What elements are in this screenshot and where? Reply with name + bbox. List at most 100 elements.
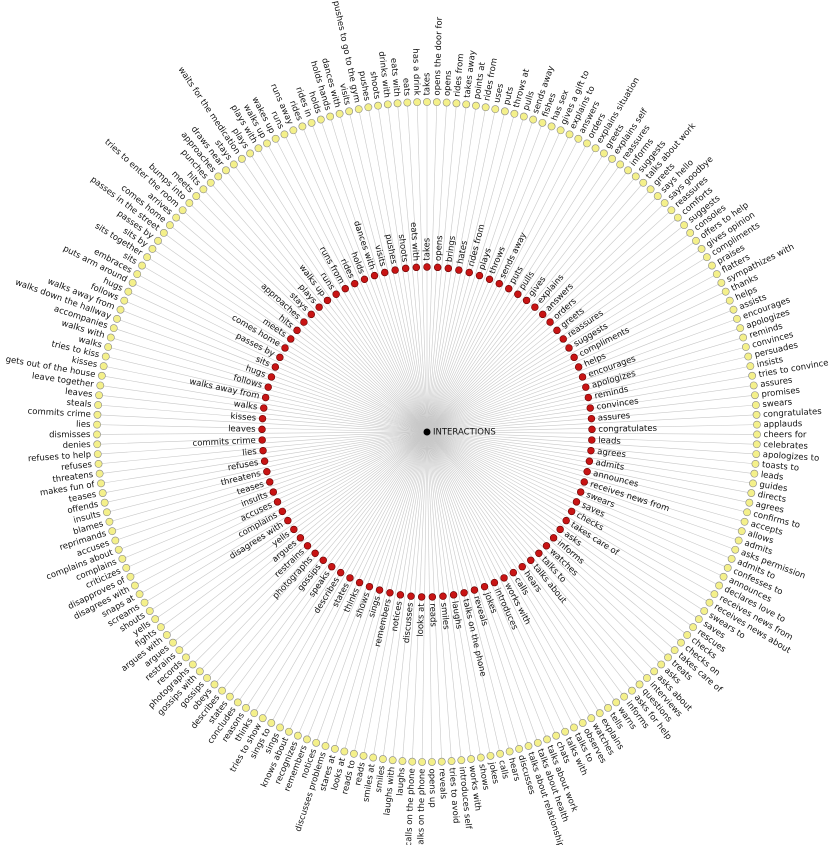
- outer-label: cheers for: [764, 430, 807, 440]
- inner-label: eats with: [408, 222, 420, 262]
- outer-label: puts: [502, 85, 516, 106]
- outer-node: [307, 118, 316, 127]
- outer-node: [753, 420, 761, 429]
- inner-node: [375, 586, 384, 594]
- outer-node: [734, 536, 743, 545]
- outer-node: [100, 498, 109, 507]
- outer-node: [491, 105, 500, 114]
- inner-node: [518, 563, 526, 571]
- outer-node: [99, 362, 108, 371]
- inner-label: lies: [242, 447, 258, 459]
- outer-node: [140, 598, 149, 607]
- inner-label: assures: [597, 411, 631, 424]
- outer-node: [608, 154, 617, 163]
- inner-node: [278, 507, 287, 516]
- inner-label: laughs: [449, 600, 464, 630]
- outer-node: [447, 757, 456, 765]
- outer-node: [175, 646, 184, 655]
- inner-node: [562, 516, 570, 525]
- inner-node: [311, 549, 319, 557]
- inner-node: [490, 578, 499, 587]
- outer-node: [388, 756, 397, 765]
- inner-node: [428, 593, 437, 601]
- inner-node: [259, 446, 267, 455]
- outer-node: [413, 98, 422, 107]
- outer-node: [159, 228, 168, 237]
- inner-node: [480, 582, 489, 591]
- edge: [109, 431, 428, 523]
- center-node: [423, 428, 431, 436]
- inner-node: [271, 363, 280, 371]
- outer-label: opens up: [427, 768, 438, 807]
- outer-node: [702, 253, 711, 262]
- inner-node: [407, 592, 415, 600]
- inner-node: [570, 353, 578, 362]
- edge: [426, 431, 757, 435]
- outer-label: reads: [353, 761, 367, 787]
- inner-node: [261, 393, 270, 402]
- outer-label: toasts to: [761, 460, 799, 474]
- outer-node: [359, 751, 368, 760]
- outer-node: [97, 479, 105, 488]
- edge: [279, 431, 428, 728]
- edge: [120, 309, 428, 433]
- outer-label: tries to avoid: [447, 767, 461, 824]
- inner-node: [495, 279, 503, 288]
- outer-label: leaves: [65, 387, 94, 400]
- outer-node: [749, 381, 758, 390]
- inner-label: agrees: [597, 447, 627, 460]
- edge: [426, 414, 757, 433]
- outer-label: applauds: [763, 419, 803, 430]
- inner-node: [465, 268, 473, 277]
- outer-node: [442, 98, 451, 107]
- edge: [426, 431, 609, 709]
- inner-node: [587, 414, 596, 423]
- outer-label: commits crime: [27, 407, 91, 420]
- outer-node: [538, 118, 547, 127]
- inner-label: leads: [598, 436, 622, 447]
- edge: [426, 431, 472, 760]
- edge: [179, 431, 428, 651]
- outer-node: [379, 755, 387, 763]
- outer-node: [686, 228, 695, 237]
- edge: [426, 431, 510, 752]
- outer-label: opens the door for: [433, 16, 445, 95]
- outer-label: reveals: [437, 768, 448, 800]
- outer-node: [95, 391, 103, 400]
- inner-node: [583, 467, 591, 476]
- outer-node: [312, 738, 321, 747]
- outer-node: [616, 160, 625, 169]
- edge: [146, 256, 428, 433]
- inner-node: [332, 290, 340, 298]
- inner-label: leaves: [228, 424, 256, 434]
- outer-label: jokes: [486, 760, 500, 785]
- inner-node: [267, 373, 276, 381]
- outer-node: [705, 598, 714, 607]
- outer-node: [472, 101, 480, 110]
- edge: [426, 202, 665, 433]
- inner-node: [260, 404, 268, 412]
- outer-node: [403, 98, 412, 107]
- outer-label: guides: [759, 480, 789, 494]
- outer-node: [583, 139, 591, 148]
- outer-node: [154, 236, 162, 245]
- outer-node: [565, 130, 574, 139]
- edge: [426, 431, 739, 541]
- outer-label: assures: [760, 375, 794, 390]
- outer-node: [697, 245, 706, 253]
- outer-label: congratulates: [763, 407, 823, 420]
- outer-node: [635, 680, 644, 689]
- inner-node: [381, 268, 389, 277]
- outer-node: [210, 680, 219, 689]
- inner-node: [346, 574, 354, 582]
- inner-node: [455, 266, 463, 274]
- inner-node: [565, 344, 573, 352]
- outer-node: [715, 581, 724, 590]
- inner-node: [485, 275, 494, 284]
- inner-node: [449, 591, 458, 599]
- outer-node: [369, 753, 378, 762]
- inner-node: [539, 310, 547, 319]
- outer-label: steals: [66, 398, 92, 410]
- outer-label: talks on the phone: [416, 768, 427, 845]
- outer-node: [751, 401, 760, 409]
